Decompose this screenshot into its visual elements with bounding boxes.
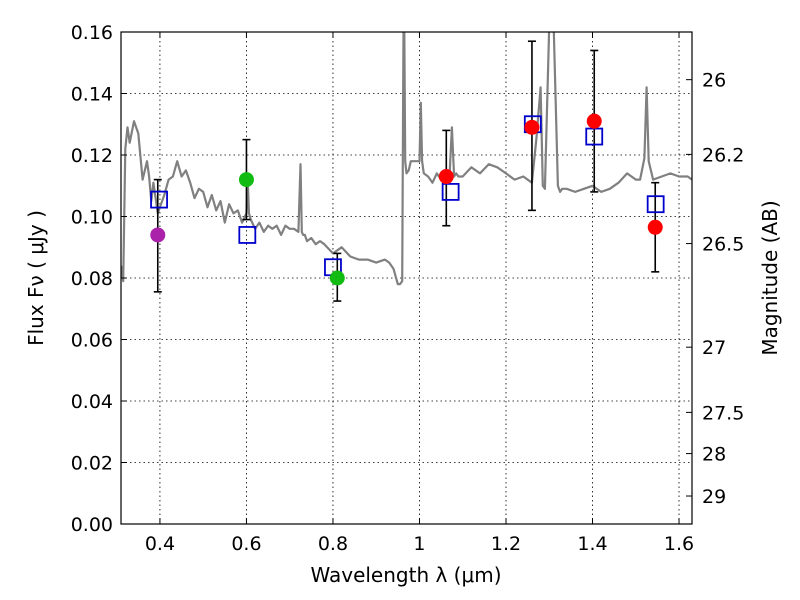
y-axis-title: Flux Fν ( μJy ) xyxy=(24,210,48,346)
y-tick-label: 0.10 xyxy=(71,207,113,229)
y-tick-label: 0.16 xyxy=(71,22,113,44)
model-spectrum-line xyxy=(121,32,692,286)
points-layer xyxy=(150,40,665,302)
y-tick-label: 0.08 xyxy=(71,268,113,290)
y2-tick-label: 27.5 xyxy=(702,402,744,424)
x-tick-label: 0.4 xyxy=(145,533,175,555)
x-tick-label: 1.6 xyxy=(664,533,694,555)
y2-tick-label: 26 xyxy=(702,70,726,92)
series-layer xyxy=(121,32,692,286)
observed-point xyxy=(438,169,454,185)
y2-tick-label: 26.5 xyxy=(702,234,744,256)
model-flux-square xyxy=(238,226,257,244)
model-flux-square xyxy=(646,195,665,214)
y-tick-label: 0.04 xyxy=(71,391,113,413)
y-tick-label: 0.00 xyxy=(71,514,113,536)
x-tick-label: 1 xyxy=(413,533,425,555)
y2-tick-label: 27 xyxy=(702,337,726,359)
y-tick-label: 0.06 xyxy=(71,330,113,352)
y-tick-label: 0.12 xyxy=(71,145,113,167)
axis-ticks: 0.4 0.6 0.8 1 1.2 1.4 1.6 0.00 0.02 0.04 0.06 0.08 0… xyxy=(71,22,745,555)
y2-tick-label: 28 xyxy=(702,444,726,466)
model-flux-square xyxy=(150,190,168,209)
observed-point xyxy=(524,119,540,135)
x-tick-label: 1.4 xyxy=(577,533,607,555)
x-axis-title: Wavelength λ (μm) xyxy=(310,563,501,587)
y2-tick-label: 29 xyxy=(702,486,726,508)
observed-point xyxy=(647,219,663,235)
model-flux-square xyxy=(441,182,460,201)
observed-point xyxy=(238,172,254,188)
x-tick-label: 0.8 xyxy=(318,533,348,555)
x-tick-label: 0.6 xyxy=(231,533,261,555)
observed-point xyxy=(150,227,166,243)
y-tick-label: 0.14 xyxy=(71,84,113,106)
observed-point xyxy=(329,270,345,286)
y2-axis-title: Magnitude (AB) xyxy=(758,200,782,355)
x-tick-label: 1.2 xyxy=(491,533,521,555)
y-tick-label: 0.02 xyxy=(71,453,113,475)
observed-point xyxy=(586,113,602,129)
y2-tick-label: 26.2 xyxy=(702,144,744,166)
